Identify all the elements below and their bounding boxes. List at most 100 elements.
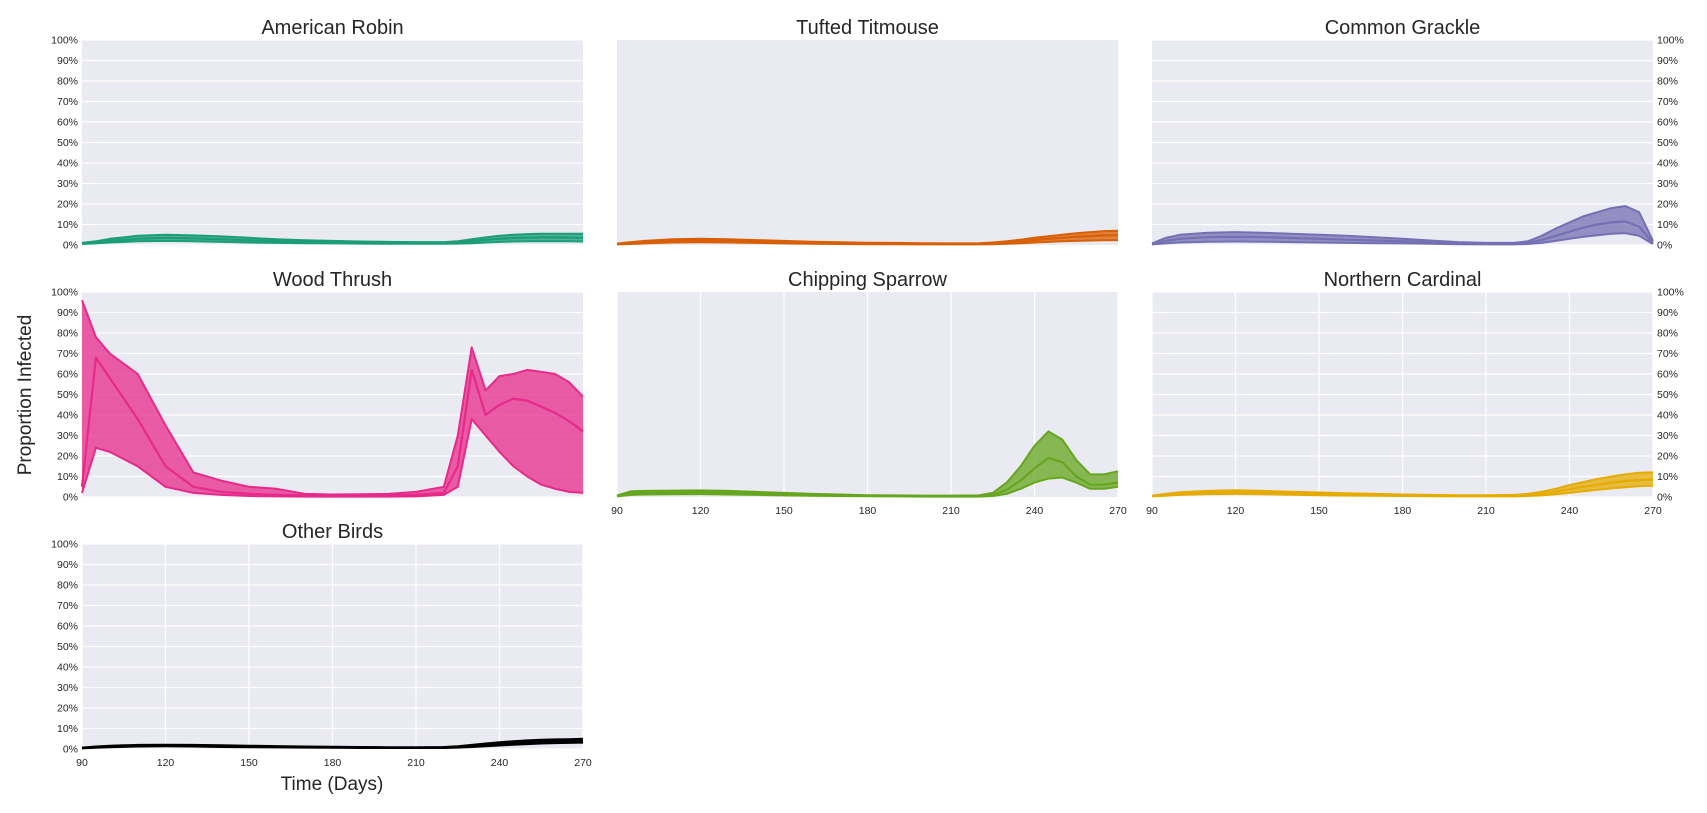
x-tick-label: 240 [1026,505,1044,517]
y-tick-label: 10% [1657,471,1678,483]
panel-common-grackle: 0% 10% 20% 30% 40% 50% 60% 70% 80% 90% 100% Common … [1151,17,1684,252]
y-tick-label: 40% [1657,410,1678,422]
panel-wood-thrush: 0% 10% 20% 30% 40% 50% 60% 70% 80% 90% 100% Wood Th… [51,269,584,504]
y-tick-label: 10% [57,471,78,483]
y-tick-label: 60% [57,621,78,633]
y-tick-label: 40% [57,662,78,674]
x-tick-label: 90 [76,757,88,769]
series-median-line-tufted-titmouse [616,234,1119,246]
y-tick-label: 90% [1657,55,1678,67]
series-lower-line-wood-thrush [81,418,584,498]
y-tick-label: 40% [57,158,78,170]
x-tick-label: 180 [1394,505,1412,517]
y-tick-label: 20% [1657,451,1678,463]
y-tick-label: 100% [51,287,78,299]
y-tick-label: 30% [57,682,78,694]
panel-american-robin: 0% 10% 20% 30% 40% 50% 60% 70% 80% 90% 100% America… [51,17,584,252]
y-tick-label: 70% [57,348,78,360]
x-tick-label: 270 [574,757,592,769]
y-tick-label: 100% [51,35,78,47]
y-tick-label: 90% [1657,307,1678,319]
y-tick-label: 10% [57,723,78,735]
panel-title: Tufted Titmouse [796,17,939,39]
plot-area [617,40,1118,245]
y-tick-label: 80% [1657,76,1678,88]
series-upper-line-wood-thrush [81,299,584,496]
series-band-wood-thrush [82,300,583,497]
y-tick-label: 100% [1657,35,1684,47]
y-tick-label: 20% [57,703,78,715]
y-tick-label: 0% [63,492,78,504]
y-tick-label: 50% [1657,137,1678,149]
series-median-line-common-grackle [1151,220,1654,246]
panel-title: American Robin [261,17,403,39]
y-tick-label: 50% [57,137,78,149]
x-tick-label: 180 [324,757,342,769]
panel-northern-cardinal: 0% 10% 20% 30% 40% 50% 60% 70% 80% 90% 100% 90 120 15… [1146,269,1684,517]
x-tick-label: 240 [1561,505,1579,517]
x-tick-label: 210 [407,757,425,769]
y-tick-label: 30% [1657,178,1678,190]
x-tick-label: 150 [1310,505,1328,517]
x-tick-label: 120 [1227,505,1245,517]
y-tick-label: 10% [57,219,78,231]
y-tick-label: 40% [1657,158,1678,170]
y-tick-label: 90% [57,559,78,571]
y-tick-label: 80% [57,76,78,88]
y-tick-label: 90% [57,55,78,67]
series-median-line-northern-cardinal [1151,478,1654,498]
x-tick-label: 240 [491,757,509,769]
y-tick-label: 20% [57,199,78,211]
series-median-line-other-birds [81,739,584,750]
series-median-line-chipping-sparrow [616,457,1119,498]
x-tick-label: 90 [1146,505,1158,517]
y-axis-label: Proportion Infected [15,315,36,476]
x-tick-label: 120 [157,757,175,769]
y-tick-label: 70% [57,96,78,108]
panel-tufted-titmouse: Tufted Titmouse [616,17,1119,246]
y-tick-label: 30% [1657,430,1678,442]
y-tick-label: 50% [1657,389,1678,401]
y-tick-label: 60% [57,117,78,129]
y-tick-label: 0% [63,744,78,756]
panel-chipping-sparrow: 90 120 150 180 210 240 270 Chipping Sparrow [611,269,1127,517]
y-tick-label: 30% [57,430,78,442]
x-tick-label: 210 [1477,505,1495,517]
y-tick-label: 60% [57,369,78,381]
y-tick-label: 0% [1657,240,1672,252]
y-tick-label: 100% [51,539,78,551]
y-tick-label: 80% [57,580,78,592]
x-tick-label: 90 [611,505,623,517]
panel-title: Wood Thrush [273,269,392,291]
panel-title: Common Grackle [1325,17,1481,39]
panel-title: Northern Cardinal [1324,269,1482,291]
y-tick-label: 20% [1657,199,1678,211]
y-tick-label: 90% [57,307,78,319]
series-median-line-wood-thrush [80,356,584,497]
y-tick-label: 60% [1657,369,1678,381]
series-band-common-grackle [1152,206,1653,245]
x-tick-label: 270 [1109,505,1127,517]
y-tick-label: 70% [1657,348,1678,360]
y-tick-label: 10% [1657,219,1678,231]
x-tick-label: 120 [692,505,710,517]
y-tick-label: 0% [63,240,78,252]
x-tick-label: 180 [859,505,877,517]
x-tick-label: 150 [775,505,793,517]
y-tick-label: 70% [1657,96,1678,108]
x-tick-label: 210 [942,505,960,517]
y-tick-label: 60% [1657,117,1678,129]
y-tick-label: 80% [57,328,78,340]
series-median-line-american-robin [81,236,584,245]
y-tick-label: 50% [57,389,78,401]
y-tick-label: 100% [1657,287,1684,299]
panel-title: Other Birds [282,521,383,543]
y-tick-label: 40% [57,410,78,422]
y-tick-label: 50% [57,641,78,653]
panel-other-birds: 0% 10% 20% 30% 40% 50% 60% 70% 80% 90% 100% 90 120 15… [51,521,592,769]
y-tick-label: 30% [57,178,78,190]
x-axis-label: Time (Days) [281,774,384,795]
y-tick-label: 70% [57,600,78,612]
x-tick-label: 150 [240,757,258,769]
